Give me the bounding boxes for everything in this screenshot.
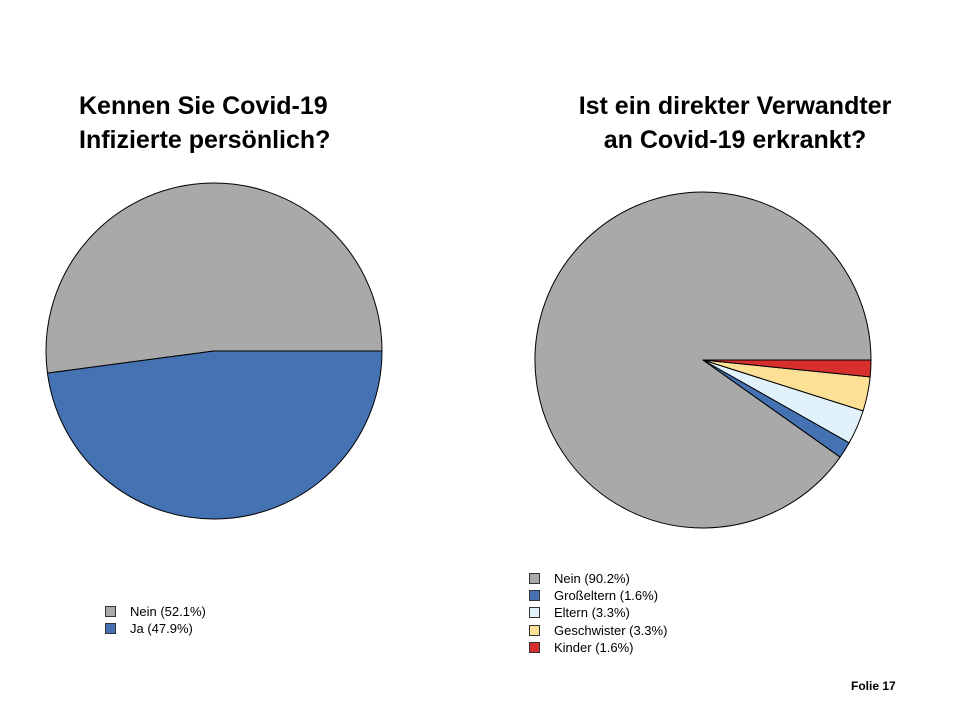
legend-item: Nein (90.2%) [529,570,667,587]
legend-label: Nein (90.2%) [554,571,630,587]
pie-slice [534,191,872,529]
legend-swatch [105,606,116,618]
chart-title-right-line-1: Ist ein direkter Verwandter [578,92,892,120]
legend-label: Eltern (3.3%) [554,605,630,621]
legend-label: Nein (52.1%) [130,604,206,620]
pie-slice [46,350,383,520]
legend-label: Großeltern (1.6%) [554,588,659,604]
chart-title-left: Kennen Sie Covid-19 Infizierte persönlic… [79,89,330,157]
legend-item: Ja (47.9%) [105,620,206,637]
legend-item: Großeltern (1.6%) [529,587,667,604]
legend-left: Nein (52.1%) Ja (47.9%) [105,603,206,637]
legend-swatch [529,641,540,653]
pie-slice [702,359,872,378]
slide-number: Folie 17 [851,679,896,693]
legend-label: Geschwister (3.3%) [554,622,668,638]
chart-title-right-line-2: an Covid-19 erkrankt? [603,126,867,154]
chart-title-left-line-1: Kennen Sie Covid-19 [79,92,328,120]
legend-item: Kinder (1.6%) [529,639,667,656]
legend-right: Nein (90.2%) Großeltern (1.6%) Eltern (3… [529,570,667,656]
legend-item: Nein (52.1%) [105,603,206,620]
legend-swatch [529,624,540,636]
legend-item: Eltern (3.3%) [529,604,667,621]
pie-slice [45,182,383,374]
chart-title-right: Ist ein direkter Verwandter an Covid-19 … [579,89,892,157]
legend-label: Kinder (1.6%) [554,639,634,655]
legend-swatch [529,573,540,585]
legend-swatch [105,623,116,635]
legend-label: Ja (47.9%) [130,621,193,637]
chart-title-left-line-2: Infizierte persönlich? [79,126,331,154]
legend-swatch [529,607,540,619]
legend-swatch [529,590,540,602]
legend-item: Geschwister (3.3%) [529,622,667,639]
